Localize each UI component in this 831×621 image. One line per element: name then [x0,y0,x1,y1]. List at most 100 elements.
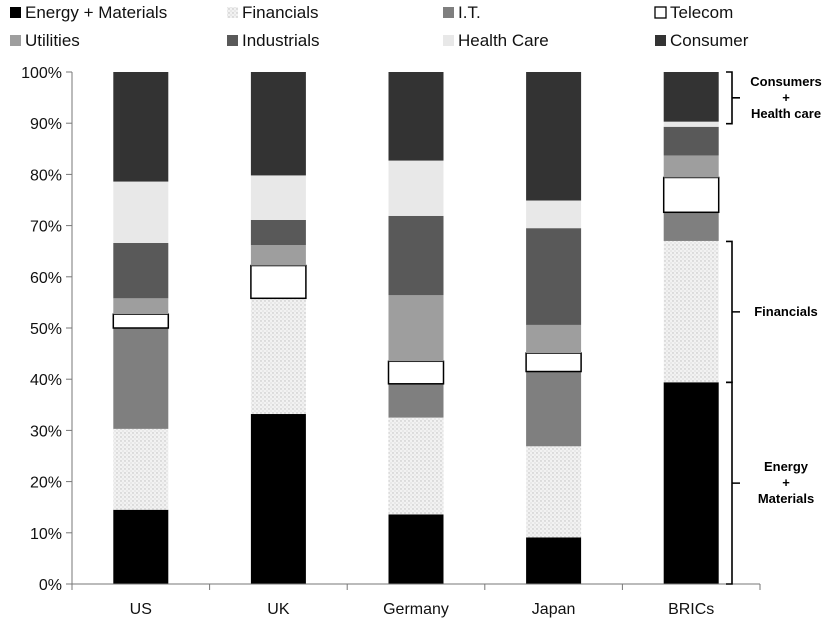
bar-us-i-t [113,328,169,429]
annotation-label: Health care [751,106,821,121]
y-tick-label: 30% [30,423,62,440]
bar-uk-industrials [250,219,306,246]
bar-japan-industrials [526,228,582,325]
legend-swatch [443,35,454,46]
bar-brics-consumer [663,72,719,122]
bar-japan-consumer [526,72,582,201]
annotation-2: Energy+Materials [726,381,814,585]
x-tick-label: UK [267,601,290,618]
bar-uk-energy-materials [250,414,306,584]
bar-germany-health-care [388,160,444,216]
legend-label: Consumer [670,31,749,50]
y-axis: 0% 10% 20% 30% 40% 50% 60% 70% 80% 90% 100% [21,65,73,594]
legend-swatch [227,35,238,46]
y-tick-label: 80% [30,167,62,184]
bar-japan-health-care [526,200,582,229]
bar-japan-i-t [526,371,582,447]
y-tick-label: 90% [30,116,62,133]
bar-japan-energy-materials [526,537,582,584]
legend-label: Telecom [670,3,733,22]
bar-brics-telecom [662,176,720,214]
legend-swatch [655,35,666,46]
bar-us-utilities [113,298,169,315]
y-tick-label: 100% [21,65,62,82]
bar-group-germany [387,72,445,584]
annotation-label: Consumers [750,74,822,89]
bar-germany-financials [388,417,444,515]
legend-label: I.T. [458,3,481,22]
bar-uk-consumer [250,72,306,176]
annotation-brace [726,240,740,384]
bar-japan-telecom [525,352,582,373]
bar-germany-industrials [388,215,444,296]
legend-swatch [654,6,667,19]
bar-germany-consumer [388,72,444,161]
legend-swatch [443,7,454,18]
annotation-brace [726,381,740,585]
bar-us-industrials [113,243,169,299]
bar-us-telecom [112,313,170,329]
bar-japan-financials [526,446,582,538]
legend-label: Financials [242,3,319,22]
legend-label: Energy + Materials [25,3,167,22]
annotations: Consumers+Health careFinancialsEnergy+Ma… [726,71,822,585]
bar-us-health-care [113,181,169,244]
bar-germany-energy-materials [388,514,444,584]
annotation-brace [726,71,740,125]
y-tick-label: 0% [39,577,62,594]
legend-swatch [10,35,21,46]
y-tick-label: 60% [30,270,62,287]
bar-brics-industrials [663,126,719,156]
bar-germany-i-t [388,383,444,418]
y-tick-label: 50% [30,321,62,338]
bar-group-brics [662,72,720,584]
legend-item-energy-materials: Energy + Materials [10,3,167,22]
legend-swatch [10,7,21,18]
bar-uk-health-care [250,175,306,220]
bar-germany-utilities [388,295,444,362]
y-tick-label: 40% [30,372,62,389]
bar-uk-financials [250,298,306,415]
bar-us-financials [113,428,169,510]
legend-item-utilities: Utilities [10,31,80,50]
legend-item-telecom: Telecom [654,3,733,22]
x-tick-label: US [130,601,152,618]
bar-uk-telecom [250,264,307,300]
annotation-label: Materials [758,491,814,506]
bar-brics-energy-materials [663,382,719,584]
legend-label: Utilities [25,31,80,50]
bar-brics-financials [663,240,719,383]
bar-brics-health-care [663,121,719,127]
x-tick-label: Japan [532,601,576,618]
legend: Energy + Materials Financials I.T. Telecom U… [10,3,749,50]
legend-item-financials: Financials [227,3,319,22]
legend-item-industrials: Industrials [227,31,319,50]
annotation-1: Financials [726,240,818,384]
legend-label: Health Care [458,31,549,50]
annotation-label: + [782,475,790,490]
legend-item-i-t: I.T. [443,3,481,22]
x-axis: US UK Germany Japan BRICs [71,583,761,618]
annotation-0: Consumers+Health care [726,71,822,125]
bar-brics-i-t [663,212,719,241]
annotation-label: + [782,90,790,105]
bar-us-consumer [113,72,169,182]
bar-group-uk [250,72,307,584]
bar-uk-utilities [250,245,306,266]
legend-swatch [227,7,238,18]
bar-brics-utilities [663,155,719,178]
legend-item-consumer: Consumer [655,31,749,50]
bar-us-energy-materials [113,509,169,584]
bar-group-japan [525,72,582,584]
y-tick-label: 20% [30,475,62,492]
legend-item-health-care: Health Care [443,31,549,50]
x-tick-label: BRICs [668,601,714,618]
bar-japan-utilities [526,324,582,354]
y-tick-label: 70% [30,219,62,236]
bar-germany-telecom [387,360,445,385]
legend-label: Industrials [242,31,319,50]
bars [112,72,720,584]
x-tick-label: Germany [383,601,449,618]
y-tick-label: 10% [30,526,62,543]
